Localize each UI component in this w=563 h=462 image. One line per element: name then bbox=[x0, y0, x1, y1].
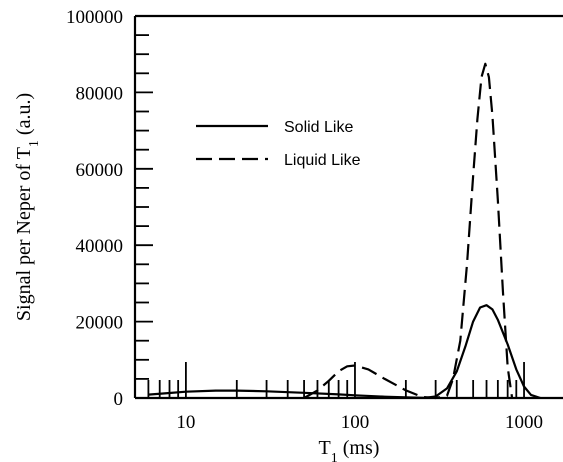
y-tick-label: 40000 bbox=[76, 236, 124, 257]
x-tick-label: 100 bbox=[341, 412, 370, 433]
legend-label: Liquid Like bbox=[284, 152, 361, 169]
plot-frame bbox=[133, 14, 563, 400]
x-axis-title: T1 (ms) bbox=[319, 437, 380, 462]
legend: Solid Like Liquid Like bbox=[196, 119, 361, 169]
x-tick-label: 10 bbox=[176, 412, 195, 433]
axis-ticks bbox=[134, 15, 525, 399]
legend-label: Solid Like bbox=[284, 119, 353, 136]
series-line-solid-like bbox=[148, 304, 541, 400]
y-tick-label: 20000 bbox=[76, 313, 124, 334]
y-tick-label: 80000 bbox=[76, 83, 124, 104]
y-tick-label: 100000 bbox=[66, 7, 123, 28]
series-line-liquid-like bbox=[303, 62, 514, 400]
data-series bbox=[148, 62, 541, 400]
y-axis-title: Signal per Neper of T1 (a.u.) bbox=[13, 93, 42, 321]
axis-labels: 0 20000 40000 60000 80000 100000 10 100 1000 T1 (… bbox=[13, 7, 543, 462]
y-tick-label: 60000 bbox=[76, 160, 124, 181]
x-tick-label: 1000 bbox=[505, 412, 543, 433]
y-tick-label: 0 bbox=[114, 389, 124, 410]
